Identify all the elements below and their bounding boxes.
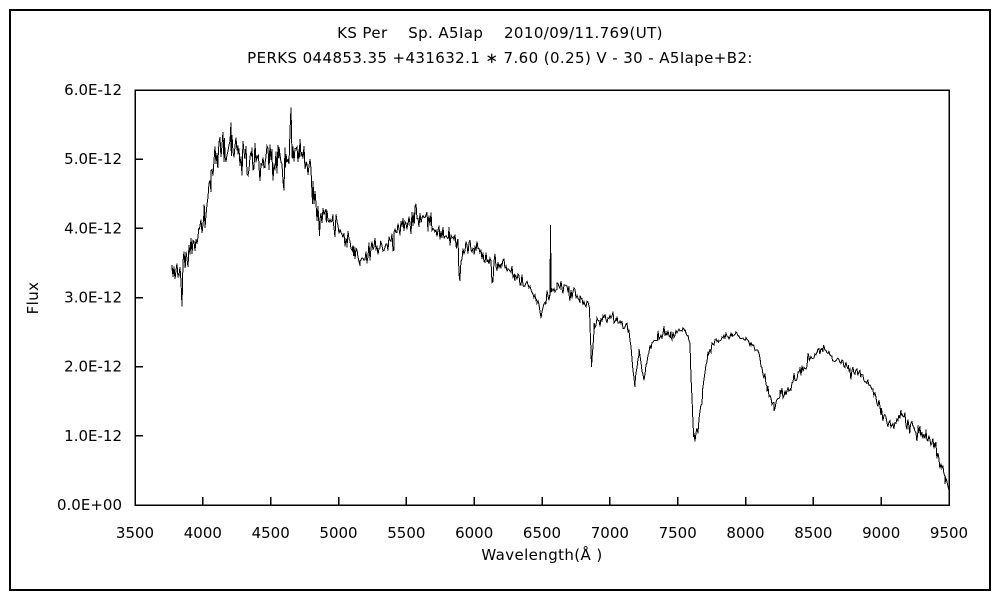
x-tick-label: 9500 (930, 524, 968, 542)
y-tick-label: 6.0E-12 (64, 81, 122, 99)
y-tick-label: 1.0E-12 (64, 427, 122, 445)
x-tick-label: 5500 (387, 524, 425, 542)
y-tick-label: 4.0E-12 (64, 219, 122, 237)
x-tick-label: 4000 (184, 524, 222, 542)
y-tick-label: 5.0E-12 (64, 150, 122, 168)
plot-frame (134, 89, 950, 506)
x-tick-label: 4500 (252, 524, 290, 542)
y-tick-label: 0.0E+00 (57, 496, 122, 514)
x-tick-label: 3500 (116, 524, 154, 542)
y-tick-label: 2.0E-12 (64, 358, 122, 376)
x-tick-label: 8000 (726, 524, 764, 542)
x-tick-label: 9000 (862, 524, 900, 542)
x-axis-title: Wavelength(Å ) (481, 545, 602, 564)
x-tick-label: 6500 (523, 524, 561, 542)
y-tick-label: 3.0E-12 (64, 289, 122, 307)
x-tick-label: 7000 (591, 524, 629, 542)
x-tick-label: 6000 (455, 524, 493, 542)
spectrum-trace (171, 107, 950, 491)
chart-title: KS Per Sp. A5Iap 2010/09/11.769(UT) (337, 24, 663, 42)
y-axis-title: Flux (24, 282, 42, 315)
chart-subtitle: PERKS 044853.35 +431632.1 ∗ 7.60 (0.25) … (247, 49, 753, 67)
x-tick-label: 7500 (659, 524, 697, 542)
x-tick-label: 5000 (319, 524, 357, 542)
x-tick-label: 8500 (794, 524, 832, 542)
